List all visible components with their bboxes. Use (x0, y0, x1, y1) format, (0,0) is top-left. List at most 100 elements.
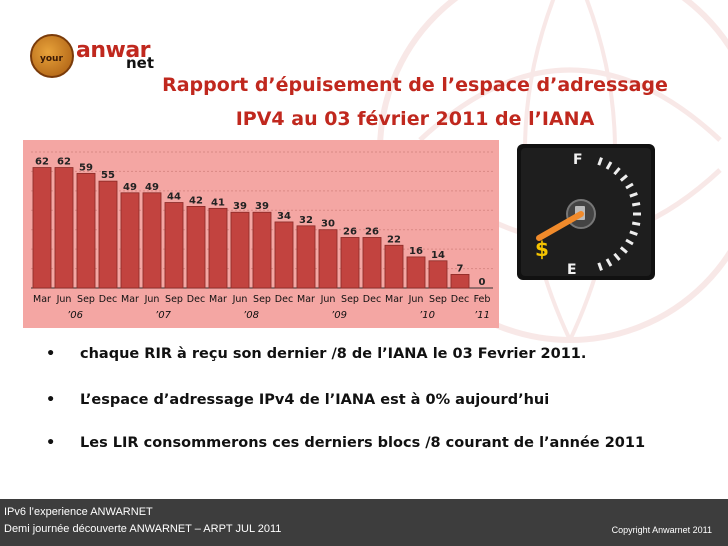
slide-title-line2: IPV4 au 03 février 2011 de l’IANA (235, 108, 595, 130)
bar (120, 192, 140, 289)
gauge-empty-label: E (567, 262, 577, 278)
bar (54, 167, 74, 289)
data-label: 14 (431, 250, 445, 261)
x-tick-label: Mar (297, 294, 315, 305)
bar (406, 256, 426, 289)
x-tick-label: Mar (121, 294, 139, 305)
x-tick-label: Mar (209, 294, 227, 305)
data-label: 26 (343, 226, 357, 237)
data-label: 0 (479, 277, 486, 288)
gauge-needle (536, 211, 584, 241)
data-label: 59 (79, 162, 93, 173)
data-label: 7 (457, 263, 464, 274)
data-label: 55 (101, 170, 115, 181)
bar (164, 202, 184, 289)
year-label: ’06 (67, 310, 83, 321)
x-tick-label: Mar (385, 294, 403, 305)
logo-globe: your (30, 34, 74, 78)
gauge-tick (613, 167, 621, 176)
x-tick-label: Jun (232, 294, 248, 305)
data-label: 32 (299, 215, 313, 226)
data-label: 16 (409, 246, 423, 257)
x-tick-label: Jun (56, 294, 72, 305)
x-tick-label: Sep (77, 294, 95, 305)
data-label: 30 (321, 219, 335, 230)
x-tick-label: Sep (341, 294, 359, 305)
data-label: 49 (145, 182, 159, 193)
x-tick-label: Sep (429, 294, 447, 305)
bar (318, 229, 338, 289)
x-tick-label: Jun (144, 294, 160, 305)
bar (32, 167, 52, 289)
x-tick-label: Jun (320, 294, 336, 305)
bar (296, 225, 316, 289)
data-label: 39 (233, 201, 247, 212)
logo-name: anwar (76, 38, 151, 63)
year-label: ’11 (474, 310, 490, 321)
chart-x-ticks: Mar Jun Sep Dec Mar Jun Sep Dec Mar Jun Sep Dec Mar J… (33, 294, 490, 305)
slide-title-line1: Rapport d’épuisement de l’espace d’adres… (162, 74, 668, 96)
year-label: ’08 (243, 310, 259, 321)
logo-sub: net (126, 54, 155, 72)
gauge-ticks (597, 157, 641, 271)
data-label: 62 (35, 157, 49, 168)
chart-bars (32, 167, 470, 289)
logo-circle-text: your (40, 54, 63, 64)
bullet-item: L’espace d’adressage IPv4 de l’IANA est … (42, 392, 682, 409)
bar (76, 172, 96, 289)
bar (186, 206, 206, 289)
ipv4-depletion-bar-chart: 62 62 59 55 49 49 44 42 41 39 39 34 32 30 26 26 22 16 14 7 0… (31, 151, 493, 321)
gauge-tick (631, 221, 641, 226)
x-tick-label: Mar (33, 294, 51, 305)
x-tick-label: Sep (253, 294, 271, 305)
bar (98, 180, 118, 289)
x-tick-label: Sep (165, 294, 183, 305)
bar (450, 273, 470, 289)
data-label: 44 (167, 192, 181, 203)
bullet-item: Les LIR consommerons ces derniers blocs … (42, 435, 682, 452)
gauge-tick (619, 174, 628, 182)
chart-data-labels: 62 62 59 55 49 49 44 42 41 39 39 34 32 30 26 26 22 16 14 7 0 (35, 157, 485, 288)
year-label: ’07 (155, 310, 172, 321)
data-label: 41 (211, 197, 225, 208)
x-tick-label: Dec (451, 294, 469, 305)
fuel-gauge-image: F E $ (517, 144, 655, 280)
gauge-tick (619, 246, 628, 254)
company-logo: your anwar net (30, 30, 180, 80)
bullet-list: chaque RIR à reçu son dernier /8 de l’IA… (42, 346, 682, 452)
data-label: 39 (255, 201, 269, 212)
gauge-tick (597, 157, 603, 166)
bar (274, 221, 294, 289)
bar (362, 237, 382, 289)
data-label: 22 (387, 234, 401, 245)
x-tick-label: Feb (474, 294, 491, 305)
gauge-full-label: F (573, 152, 583, 168)
data-label: 42 (189, 195, 203, 206)
x-tick-label: Dec (363, 294, 381, 305)
x-tick-label: Dec (187, 294, 205, 305)
gauge-tick (629, 230, 638, 236)
x-tick-label: Dec (99, 294, 117, 305)
data-label: 62 (57, 157, 71, 168)
gauge-tick (629, 192, 638, 198)
chart-year-labels: ’06 ’07 ’08 ’09 ’10 ’11 (67, 310, 490, 321)
x-tick-label: Dec (275, 294, 293, 305)
year-label: ’10 (419, 310, 435, 321)
footer-line2: Demi journée découverte ANWARNET – ARPT … (4, 523, 282, 535)
gauge-tick (631, 202, 641, 207)
bar (428, 260, 448, 289)
footer-bar: IPv6 l’experience ANWARNET Demi journée … (0, 499, 728, 546)
bar (230, 211, 250, 289)
bullet-item: chaque RIR à reçu son dernier /8 de l’IA… (42, 346, 682, 363)
data-label: 26 (365, 226, 379, 237)
bar (208, 207, 228, 289)
x-tick-label: Jun (408, 294, 424, 305)
bar (142, 192, 162, 289)
gauge-dollar-sign: $ (535, 237, 549, 261)
bar (384, 244, 404, 289)
gauge-tick (625, 182, 634, 190)
gauge-tick (605, 258, 613, 267)
bar (340, 237, 360, 289)
gauge-tick (613, 252, 621, 261)
footer-copyright: Copyright Anwarnet 2011 (611, 525, 712, 535)
